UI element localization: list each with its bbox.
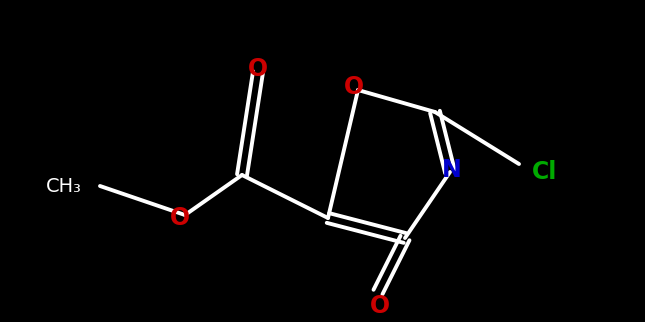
Text: Cl: Cl	[532, 160, 558, 184]
Text: CH₃: CH₃	[46, 176, 82, 195]
Text: O: O	[170, 206, 190, 230]
Text: O: O	[370, 294, 390, 318]
Text: O: O	[248, 57, 268, 81]
Text: N: N	[442, 158, 462, 182]
Text: O: O	[344, 75, 364, 99]
